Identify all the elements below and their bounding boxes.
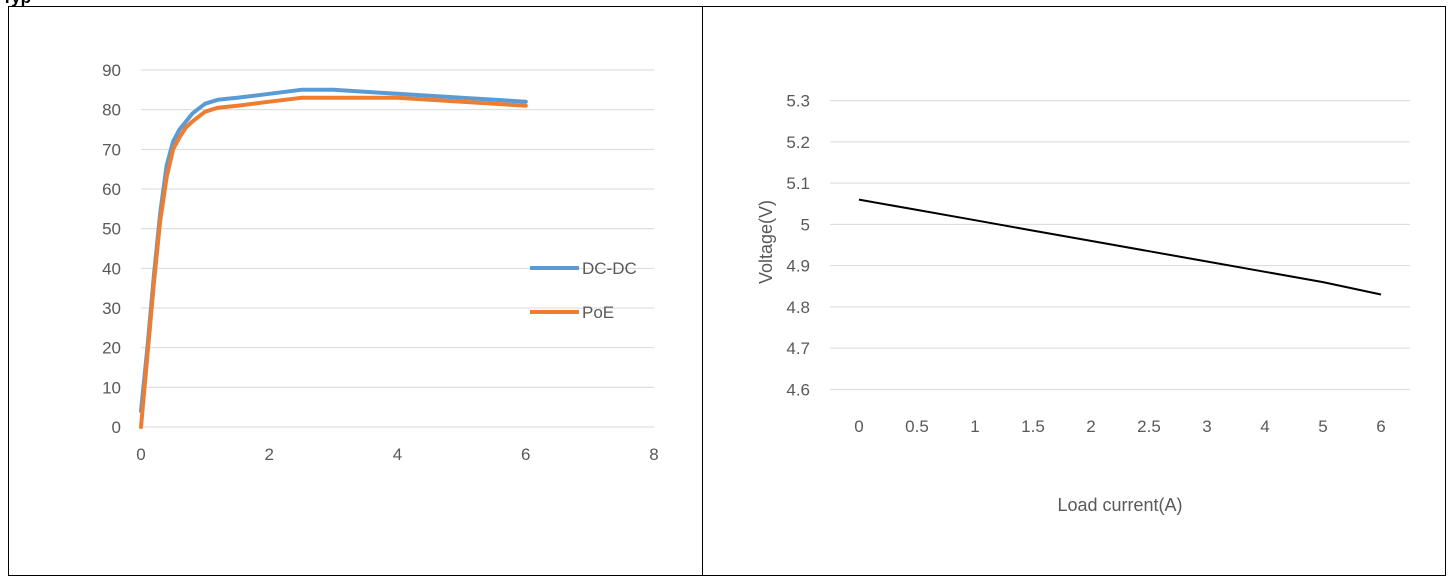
x-tick-label: 1 [970,417,979,436]
x-axis-title: Load current(A) [1057,495,1182,515]
x-tick-label: 8 [649,445,658,464]
y-tick-label: 30 [102,299,121,318]
x-tick-label: 0.5 [905,417,929,436]
x-tick-label: 6 [1376,417,1385,436]
x-tick-label: 4 [393,445,402,464]
legend-label: DC-DC [582,259,637,278]
y-tick-label: 5.1 [786,174,810,193]
x-tick-label: 4 [1260,417,1269,436]
x-tick-label: 2 [1086,417,1095,436]
y-tick-label: 0 [112,418,121,437]
x-tick-label: 1.5 [1021,417,1045,436]
voltage-line [858,198,1382,296]
y-tick-label: 5 [801,215,810,234]
y-tick-label: 4.8 [786,298,810,317]
y-tick-label: 20 [102,339,121,358]
x-tick-label: 0 [136,445,145,464]
y-tick-label: 4.9 [786,257,810,276]
x-tick-label: 3 [1202,417,1211,436]
y-tick-label: 40 [102,259,121,278]
y-tick-label: 10 [102,378,121,397]
y-tick-label: 5.2 [786,133,810,152]
legend-label: PoE [582,303,614,322]
y-axis-title: Voltage(V) [756,200,776,284]
voltage-chart: 4.6 4.7 4.8 4.9 5 5.1 5.2 5.3 0 0.5 1 1.5 2 2.5 3 4 5 6 Lo… [756,92,1410,515]
y-tick-label: 90 [102,61,121,80]
x-tick-label: 6 [521,445,530,464]
y-tick-label: 5.3 [786,92,810,111]
x-tick-label: 2 [265,445,274,464]
efficiency-chart: 0 10 20 30 40 50 60 70 80 90 0 2 4 6 8 DC-DC PoE [102,61,659,464]
x-tick-label: 2.5 [1137,417,1161,436]
x-tick-label: 0 [854,417,863,436]
y-tick-label: 50 [102,220,121,239]
series-line [139,95,528,429]
page-heading-fragment: Typ [2,0,31,8]
x-tick-label: 5 [1318,417,1327,436]
y-tick-label: 4.6 [786,380,810,399]
y-tick-label: 60 [102,180,121,199]
y-tick-label: 80 [102,101,121,120]
y-tick-label: 70 [102,140,121,159]
table-cell-divider [702,6,703,576]
y-tick-label: 4.7 [786,339,810,358]
